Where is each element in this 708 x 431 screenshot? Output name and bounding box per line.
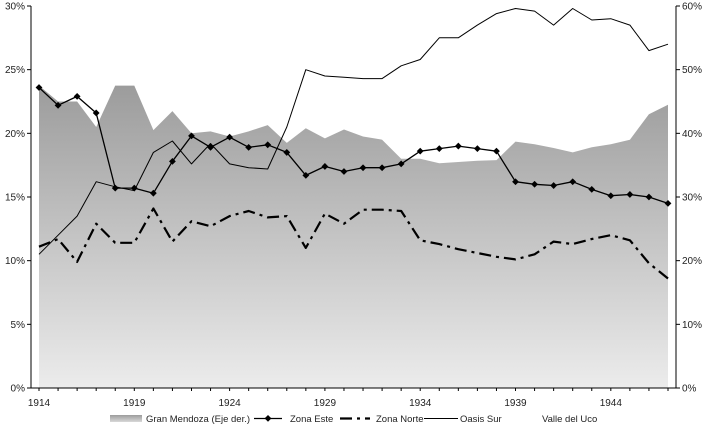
y-tick-label-left: 10% (5, 256, 25, 267)
data-point-zona-este (302, 171, 310, 179)
legend: Gran Mendoza (Eje der.) Zona Este Zona Nor… (110, 414, 597, 425)
legend-label: Oasis Sur (460, 414, 502, 425)
y-tick-label-right: 10% (682, 320, 702, 331)
legend-label: Valle del Uco (542, 414, 597, 425)
legend-marker-zona-este (264, 415, 272, 422)
area-layer (39, 85, 668, 388)
series-area-gran-mendoza (39, 85, 668, 388)
series-line-zona-norte (38, 207, 669, 280)
data-point-zona-este (512, 178, 519, 186)
data-point-zona-este (73, 93, 81, 100)
data-point-zona-este (454, 142, 462, 150)
data-point-zona-este (54, 101, 62, 109)
axes-layer: 0% 5% 10% 15% 20% 25% 30% 0% 10% 20% 30% 40% 50% 60% 1… (5, 2, 702, 410)
legend-label: Gran Mendoza (Eje der.) (146, 414, 250, 425)
data-point-zona-este (493, 147, 500, 155)
y-tick-label-right: 0% (682, 384, 697, 395)
x-tick-label: 1944 (600, 398, 623, 409)
data-point-zona-este (188, 132, 195, 140)
y-tick-label-left: 30% (5, 2, 25, 13)
data-point-zona-este (435, 145, 443, 153)
data-point-zona-este (245, 143, 253, 151)
y-tick-label-right: 20% (682, 256, 702, 267)
data-point-zona-este (340, 168, 348, 175)
y-tick-label-right: 40% (682, 129, 702, 140)
data-point-zona-este (664, 199, 672, 207)
data-point-zona-este (397, 160, 405, 168)
data-point-zona-este (264, 141, 272, 149)
data-point-zona-este (169, 157, 176, 165)
data-point-zona-este (550, 182, 558, 189)
data-point-zona-este (588, 185, 596, 193)
data-point-zona-este (416, 147, 424, 155)
y-tick-label-left: 5% (11, 320, 26, 331)
data-point-zona-este (359, 164, 367, 172)
data-point-zona-este (283, 149, 291, 156)
data-point-zona-este (149, 189, 157, 197)
x-tick-label: 1934 (409, 398, 432, 409)
data-point-zona-este (626, 191, 634, 198)
legend-label: Zona Este (290, 414, 333, 425)
series-line-oasis-sur (38, 8, 669, 255)
y-tick-label-right: 60% (682, 2, 702, 13)
data-point-zona-este (35, 84, 43, 91)
x-tick-label: 1914 (28, 398, 51, 409)
y-tick-label-right: 50% (682, 65, 702, 76)
data-point-zona-este (607, 192, 615, 200)
series-line-zona-este (38, 87, 669, 205)
data-point-zona-este (321, 163, 329, 170)
y-tick-label-left: 20% (5, 129, 25, 140)
y-tick-label-left: 0% (11, 384, 26, 395)
y-tick-label-left: 25% (5, 65, 25, 76)
data-point-zona-este (473, 145, 481, 153)
data-point-zona-este (569, 178, 577, 186)
data-point-zona-este (531, 180, 538, 188)
x-tick-label: 1939 (504, 398, 527, 409)
data-point-zona-este (645, 193, 653, 201)
x-tick-label: 1919 (123, 398, 146, 409)
x-tick-label: 1924 (218, 398, 241, 409)
x-tick-label: 1929 (314, 398, 337, 409)
data-point-zona-este (226, 133, 234, 141)
lines-layer (35, 8, 672, 280)
data-point-zona-este (111, 184, 119, 192)
data-point-zona-este (92, 109, 100, 117)
y-tick-label-left: 15% (5, 193, 25, 204)
legend-label: Zona Norte (376, 414, 424, 425)
legend-swatch-gran-mendoza (110, 415, 142, 422)
data-point-zona-este (378, 164, 386, 172)
y-tick-label-right: 30% (682, 193, 702, 204)
